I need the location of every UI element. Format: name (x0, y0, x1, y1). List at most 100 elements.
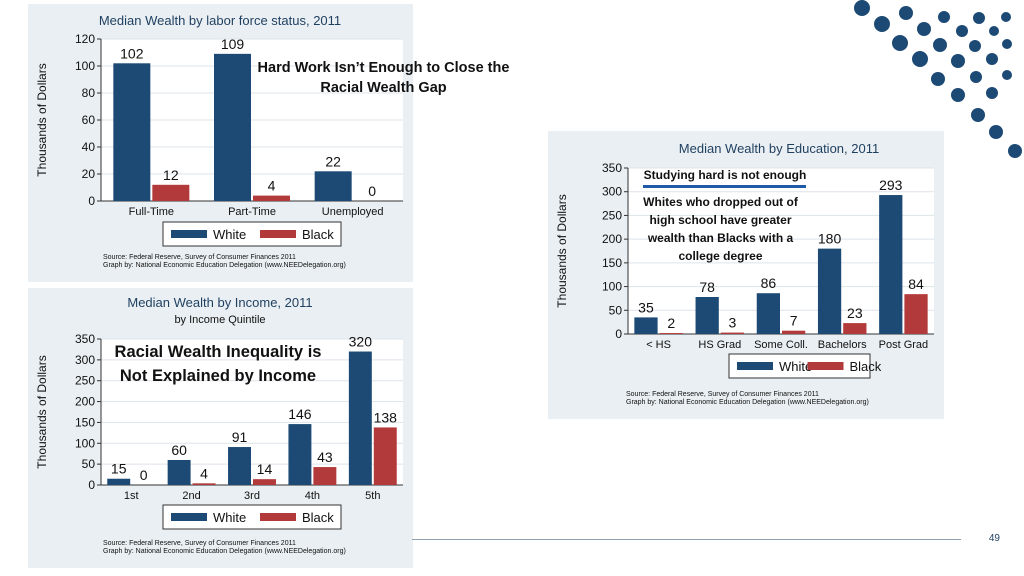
legend-label-black: Black (302, 227, 334, 242)
x-tick-label: Full-Time (129, 206, 174, 218)
callout-education-body: Whites who dropped out of high school ha… (643, 195, 798, 263)
dot-15 (1002, 39, 1012, 49)
bar-white (348, 351, 372, 485)
y-tick-label: 0 (88, 194, 95, 208)
y-tick-label: 40 (82, 140, 96, 154)
legend-box (728, 353, 871, 379)
dot-10 (912, 51, 928, 67)
x-tick-label: < HS (646, 339, 671, 351)
chart-title: Median Wealth by labor force status, 201… (99, 13, 341, 28)
chart-title: Median Wealth by Income, 2011 (127, 295, 312, 310)
legend-swatch-black (807, 362, 844, 370)
data-label: 15 (111, 461, 127, 477)
bar-white (314, 171, 352, 201)
dot-20 (1002, 70, 1012, 80)
decorative-dot-pattern (854, 0, 1022, 158)
data-label: 86 (761, 275, 777, 291)
dot-4 (938, 11, 950, 23)
legend-swatch-black (260, 513, 296, 521)
y-tick-label: 150 (75, 415, 95, 429)
dot-6 (973, 12, 985, 24)
callout-income: Racial Wealth Inequality is Not Explaine… (114, 343, 322, 385)
data-label: 91 (232, 429, 248, 445)
callout-underline (643, 185, 806, 188)
data-label: 78 (699, 279, 715, 295)
bar-black (904, 294, 928, 334)
x-tick-label: 3rd (244, 490, 260, 502)
dot-7 (989, 26, 999, 36)
dot-3 (917, 22, 931, 36)
chart-panel-education: Median Wealth by Education, 2011 0 50 100 15… (548, 131, 944, 419)
bar-white (107, 478, 131, 485)
chart-income: Median Wealth by Income, 2011 by Income Q… (35, 295, 403, 555)
dot-9 (892, 35, 908, 51)
legend-swatch-white (171, 513, 207, 521)
bar-black (253, 195, 290, 201)
data-label: 12 (163, 167, 179, 183)
bar-black (192, 483, 216, 485)
bar-white (113, 63, 151, 201)
legend-swatch-white (737, 362, 773, 370)
bar-black (152, 184, 190, 201)
x-tick-label: HS Grad (698, 339, 741, 351)
bar-white (288, 424, 312, 485)
data-label: 0 (368, 183, 376, 199)
bar-black (720, 332, 745, 334)
y-tick-label: 60 (82, 113, 96, 127)
chart-education: Median Wealth by Education, 2011 0 50 100 15… (555, 141, 934, 406)
data-label: 60 (171, 442, 187, 458)
y-tick-label: 200 (602, 232, 622, 246)
source-note: Source: Federal Reserve, Survey of Consu… (103, 540, 296, 547)
y-tick-label: 200 (75, 395, 95, 409)
dot-12 (951, 54, 965, 68)
data-label: 0 (140, 467, 148, 483)
y-tick-label: 150 (602, 256, 622, 270)
data-label: 4 (200, 465, 208, 481)
data-label: 102 (120, 45, 144, 61)
data-label: 4 (268, 178, 276, 194)
source-note: Source: Federal Reserve, Survey of Consu… (103, 254, 296, 261)
x-tick-label: Some Coll. (754, 339, 808, 351)
bar-black (313, 467, 337, 485)
y-tick-label: 100 (602, 280, 622, 294)
y-tick-label: 300 (602, 185, 622, 199)
chart-labor-force: Median Wealth by labor force status, 201… (35, 13, 403, 269)
y-tick-label: 100 (75, 436, 95, 450)
data-label: 138 (374, 409, 398, 425)
x-tick-label: 5th (365, 490, 380, 502)
data-label: 180 (818, 231, 842, 247)
y-tick-label: 350 (602, 161, 622, 175)
dot-18 (970, 71, 982, 83)
y-axis-label: Thousands of Dollars (35, 63, 49, 176)
x-tick-label: 1st (124, 490, 139, 502)
dot-2 (899, 6, 913, 20)
data-label: 23 (847, 305, 863, 321)
chart-subtitle: by Income Quintile (174, 314, 265, 326)
legend-label-black: Black (850, 359, 882, 374)
legend-label-white: White (779, 359, 812, 374)
dot-11 (933, 38, 947, 52)
bar-white (228, 447, 251, 485)
data-label: 43 (317, 449, 333, 465)
x-tick-label: Unemployed (322, 206, 384, 218)
bar-white (167, 459, 191, 485)
bar-white (756, 293, 780, 334)
legend-label-black: Black (302, 510, 334, 525)
bar-white (817, 248, 842, 334)
callout-education-heading: Studying hard is not enough (643, 168, 807, 182)
source-note: Graph by: National Economic Education De… (626, 399, 869, 406)
dot-16 (931, 72, 945, 86)
dot-5 (956, 25, 968, 37)
page-number: 49 (988, 533, 1000, 544)
source-note: Source: Federal Reserve, Survey of Consu… (626, 391, 819, 398)
bar-black (659, 333, 683, 334)
y-tick-label: 350 (75, 332, 95, 346)
data-label: 293 (879, 177, 903, 193)
dot-17 (951, 88, 965, 102)
bar-white (695, 297, 719, 334)
bar-black (843, 323, 867, 334)
legend-label-white: White (213, 227, 246, 242)
data-label: 320 (349, 334, 373, 350)
dot-1 (874, 16, 890, 32)
y-tick-label: 300 (75, 353, 95, 367)
